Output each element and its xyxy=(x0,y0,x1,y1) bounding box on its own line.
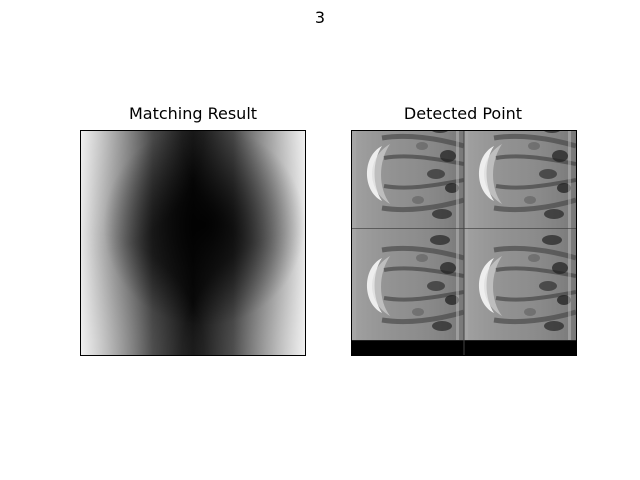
figure-suptitle: 3 xyxy=(0,8,640,27)
matching-result-heatmap xyxy=(81,131,305,355)
matching-result-title: Matching Result xyxy=(80,104,306,123)
detected-point-texture xyxy=(352,131,576,355)
matching-result-image xyxy=(80,130,306,356)
detected-point-title: Detected Point xyxy=(350,104,576,123)
detected-point-image xyxy=(351,130,577,356)
